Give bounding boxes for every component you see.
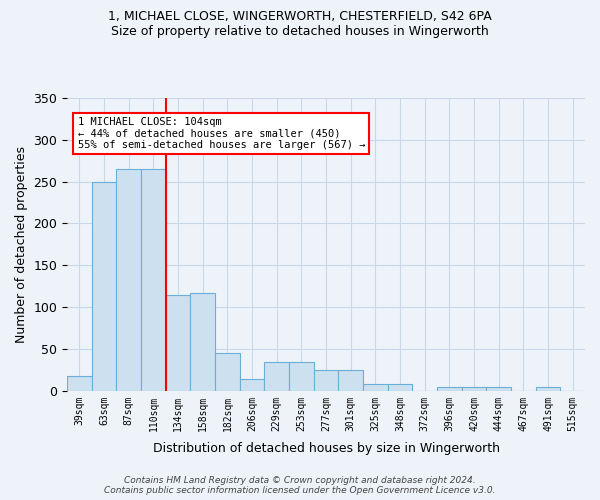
Text: 1, MICHAEL CLOSE, WINGERWORTH, CHESTERFIELD, S42 6PA
Size of property relative t: 1, MICHAEL CLOSE, WINGERWORTH, CHESTERFI… xyxy=(108,10,492,38)
Y-axis label: Number of detached properties: Number of detached properties xyxy=(15,146,28,343)
Bar xyxy=(92,182,116,391)
Bar xyxy=(116,169,141,391)
Bar xyxy=(166,294,190,391)
Bar xyxy=(437,388,462,391)
Bar xyxy=(141,169,166,391)
Bar xyxy=(363,384,388,391)
Bar xyxy=(265,362,289,391)
Bar xyxy=(190,293,215,391)
Bar xyxy=(536,388,560,391)
Bar xyxy=(215,353,240,391)
Text: 1 MICHAEL CLOSE: 104sqm
← 44% of detached houses are smaller (450)
55% of semi-d: 1 MICHAEL CLOSE: 104sqm ← 44% of detache… xyxy=(77,117,365,150)
Bar xyxy=(67,376,92,391)
Bar xyxy=(388,384,412,391)
Bar xyxy=(487,388,511,391)
Bar xyxy=(338,370,363,391)
Bar xyxy=(462,388,487,391)
Text: Contains HM Land Registry data © Crown copyright and database right 2024.
Contai: Contains HM Land Registry data © Crown c… xyxy=(104,476,496,495)
Bar xyxy=(314,370,338,391)
X-axis label: Distribution of detached houses by size in Wingerworth: Distribution of detached houses by size … xyxy=(152,442,500,455)
Bar xyxy=(240,379,265,391)
Bar xyxy=(289,362,314,391)
